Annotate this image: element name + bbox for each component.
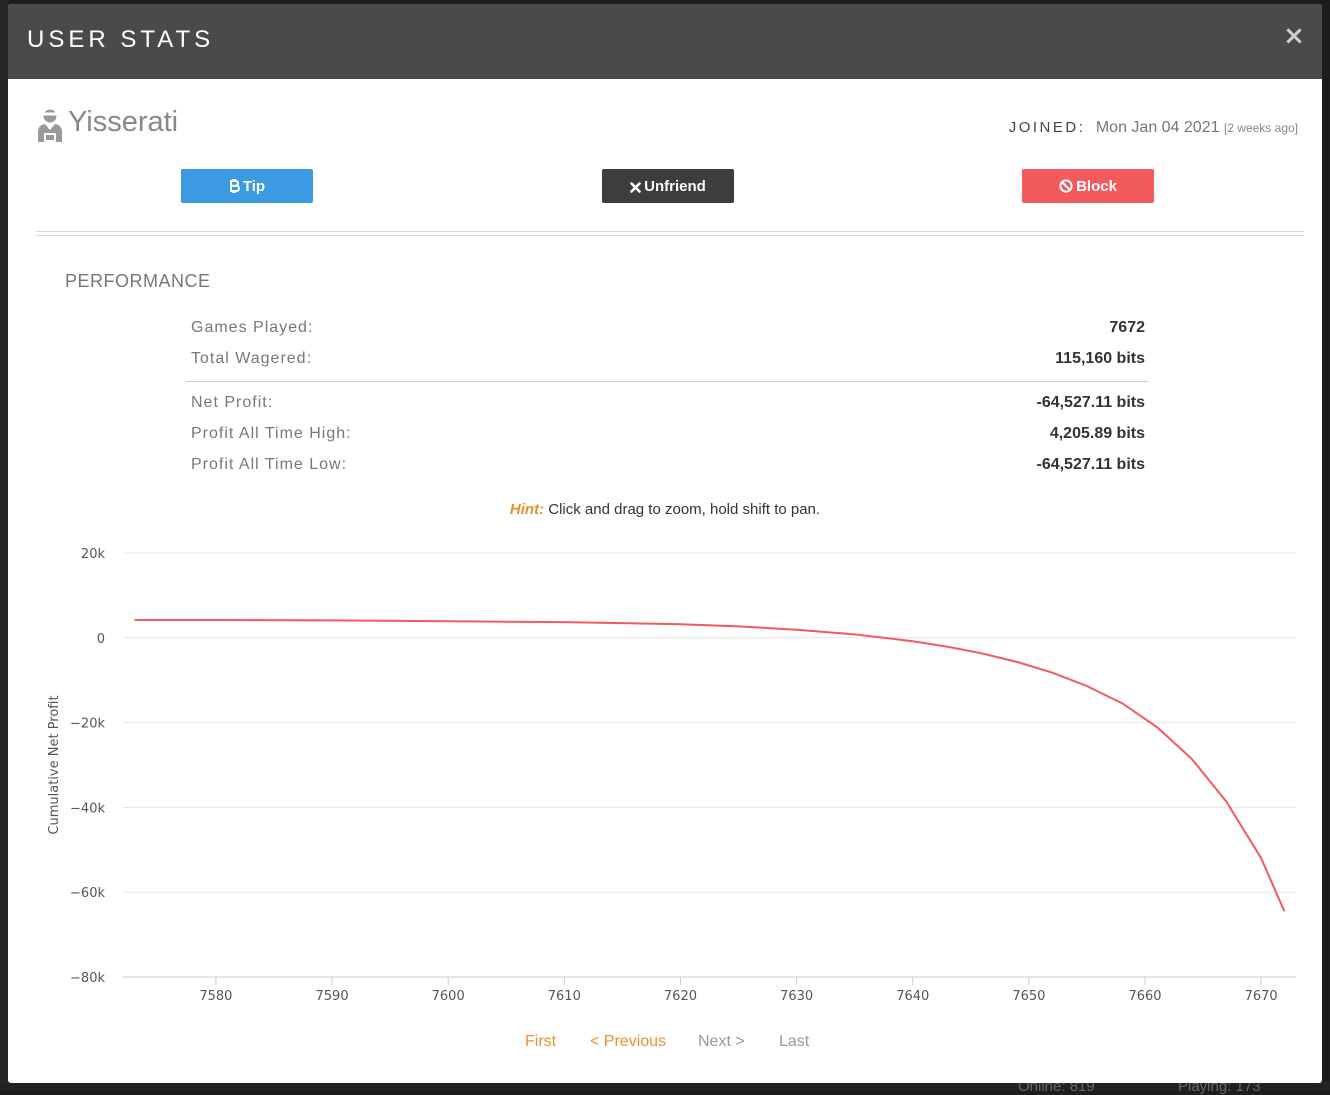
stats-divider (186, 381, 1148, 382)
modal-title: USER STATS (27, 26, 215, 53)
modal-header: USER STATS × (8, 4, 1322, 79)
stat-profit-high: Profit All Time High: 4,205.89 bits (191, 425, 1145, 449)
stat-label: Games Played: (191, 319, 314, 336)
y-tick-label: −40k (70, 801, 105, 816)
background-footer (0, 1082, 1330, 1090)
stat-value: 4,205.89 bits (1049, 425, 1145, 442)
stat-profit-low: Profit All Time Low: -64,527.11 bits (191, 456, 1145, 480)
stat-value: -64,527.11 bits (1036, 456, 1145, 473)
bitcoin-icon (229, 178, 240, 193)
unfriend-button[interactable]: Unfriend (602, 169, 734, 203)
stat-value: 115,160 bits (1055, 350, 1145, 367)
stat-total-wagered: Total Wagered: 115,160 bits (191, 350, 1145, 374)
stat-value: 7672 (1109, 319, 1145, 336)
joined-label: JOINED: (1008, 119, 1086, 136)
joined-ago: [2 weeks ago] (1223, 121, 1298, 135)
stat-label: Net Profit: (191, 394, 274, 411)
block-label: Block (1076, 177, 1117, 195)
user-stats-modal: USER STATS × Yisserati JOINED: Mon Jan 0… (8, 4, 1322, 1083)
hint-text: Click and drag to zoom, hold shift to pa… (544, 501, 821, 518)
y-tick-label: −60k (70, 886, 105, 901)
joined-date: Mon Jan 04 2021 (1095, 119, 1220, 136)
performance-title: PERFORMANCE (65, 271, 211, 291)
block-button[interactable]: Block (1022, 169, 1154, 203)
chart-hint: Hint: Click and drag to zoom, hold shift… (8, 501, 1322, 518)
net-profit-series-line (134, 619, 1286, 912)
y-axis-title: Cumulative Net Profit (47, 695, 62, 834)
user-icon (38, 109, 62, 142)
x-tick-label: 7630 (780, 989, 813, 1004)
x-tick-label: 7610 (548, 989, 581, 1004)
unfriend-label: Unfriend (644, 177, 706, 195)
hint-label: Hint: (509, 501, 545, 518)
x-tick-label: 7580 (199, 989, 232, 1004)
y-tick-label: −20k (70, 717, 105, 732)
block-icon (1059, 178, 1073, 193)
stat-label: Profit All Time Low: (191, 456, 348, 473)
x-tick-label: 7620 (664, 989, 697, 1004)
tip-button[interactable]: Tip (181, 169, 313, 203)
x-tick-label: 7640 (896, 989, 929, 1004)
username: Yisserati (68, 106, 179, 138)
x-tick-label: 7670 (1245, 989, 1278, 1004)
x-tick-label: 7590 (316, 989, 349, 1004)
stat-label: Total Wagered: (191, 350, 313, 367)
y-tick-label: 0 (97, 632, 105, 647)
profit-chart[interactable]: 20k 0 −20k −40k −60k −80k 7580 7590 7600 7610 7620… (8, 534, 1322, 1024)
close-icon[interactable]: × (1283, 21, 1305, 51)
x-tick-label: 7660 (1128, 989, 1161, 1004)
previous-page-link[interactable]: < Previous (590, 1033, 667, 1050)
first-page-link[interactable]: First (525, 1033, 557, 1050)
tip-label: Tip (242, 177, 266, 195)
stat-label: Profit All Time High: (191, 425, 352, 442)
y-tick-label: 20k (81, 547, 106, 562)
stat-games-played: Games Played: 7672 (191, 319, 1145, 343)
next-page-link: Next > (698, 1033, 745, 1050)
close-icon (630, 181, 641, 193)
x-tick-label: 7650 (1012, 989, 1045, 1004)
stat-net-profit: Net Profit: -64,527.11 bits (191, 394, 1145, 418)
section-divider (36, 231, 1304, 236)
last-page-link: Last (779, 1033, 810, 1050)
stat-value: -64,527.11 bits (1036, 394, 1145, 411)
x-tick-label: 7600 (432, 989, 465, 1004)
background-app-edge (0, 0, 8, 1090)
y-tick-label: −80k (70, 971, 105, 986)
joined-info: JOINED: Mon Jan 04 2021 [2 weeks ago] (1009, 119, 1298, 137)
